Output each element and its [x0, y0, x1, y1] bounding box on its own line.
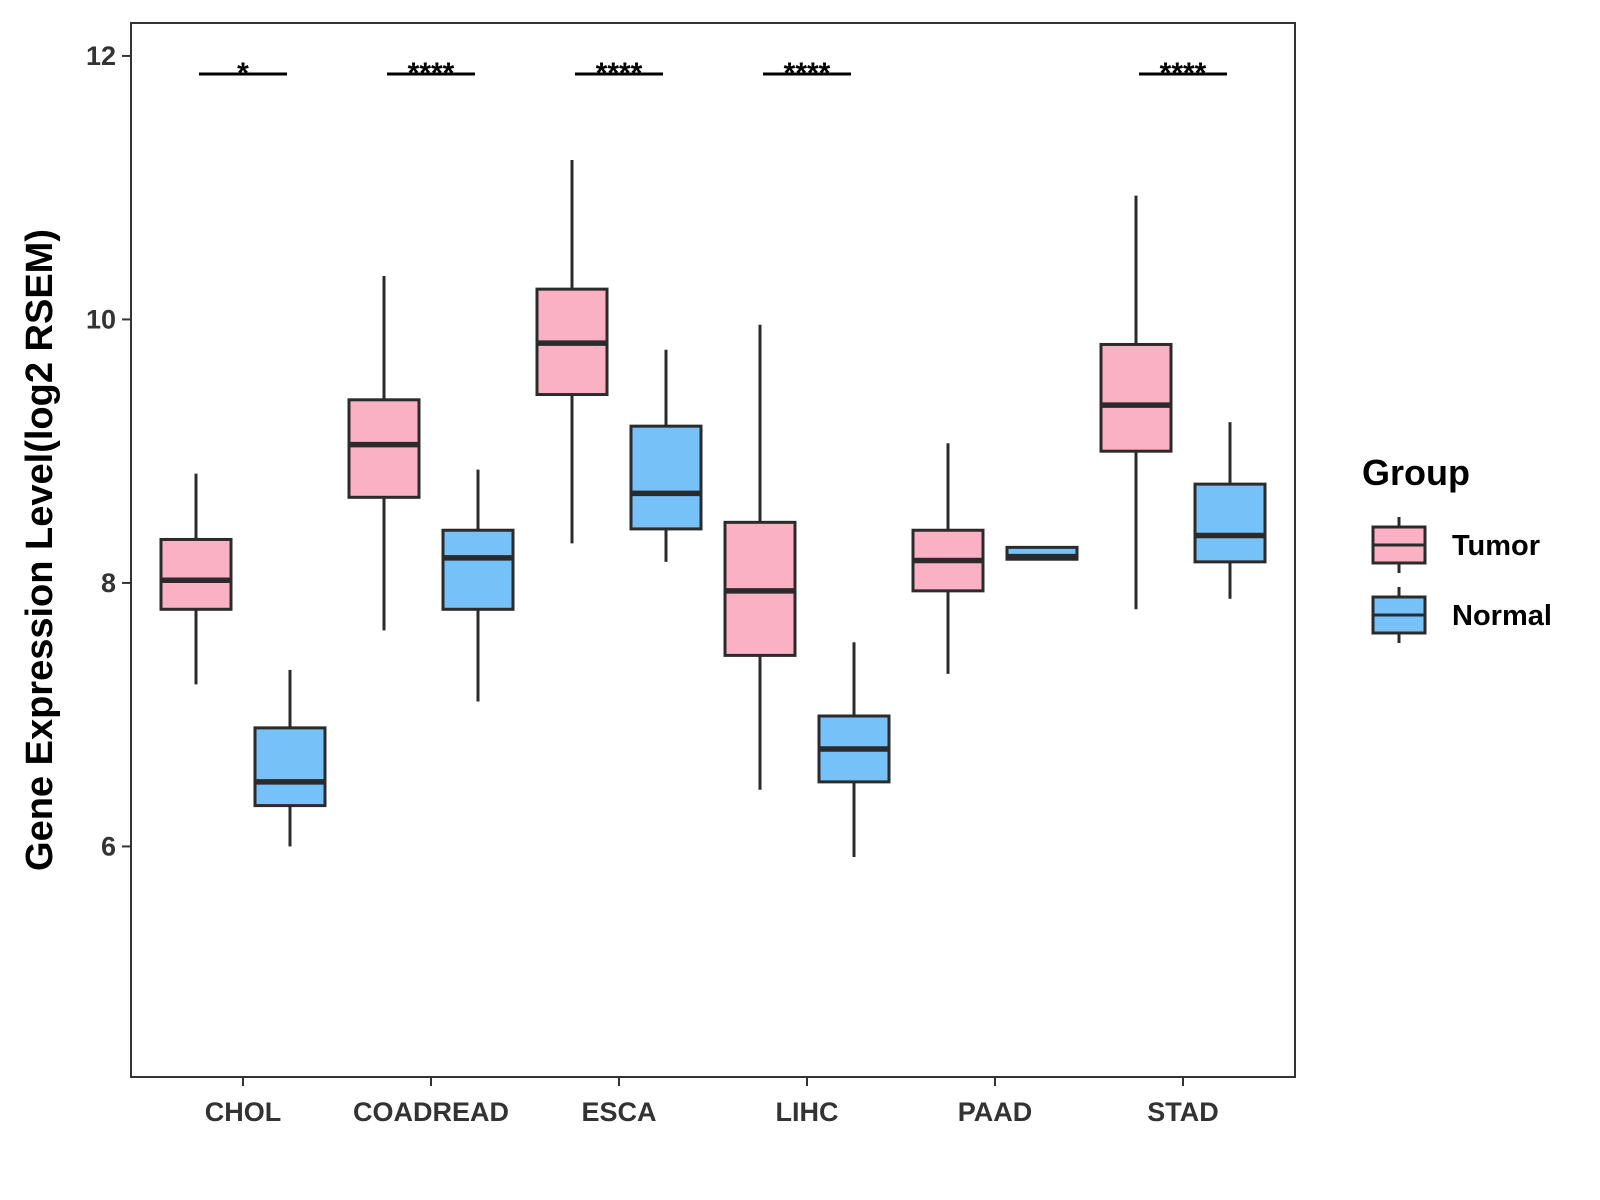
box-tumor-paad — [911, 443, 985, 674]
box-tumor-lihc — [723, 324, 797, 790]
box-normal-esca — [629, 349, 703, 562]
iqr-box — [253, 726, 327, 808]
boxes-layer — [159, 160, 1267, 857]
iqr-box — [1193, 482, 1267, 564]
significance-layer: * **** **** **** **** — [199, 57, 1227, 90]
iqr-box — [347, 398, 421, 499]
legend-key-tumor — [1371, 517, 1427, 573]
box-normal-stad — [1193, 422, 1267, 599]
iqr-box — [159, 537, 233, 611]
y-tick-label: 12 — [86, 41, 116, 71]
x-tick-label: PAAD — [958, 1097, 1033, 1127]
iqr-box — [629, 424, 703, 531]
box-normal-lihc — [817, 642, 891, 857]
box-tumor-stad — [1099, 195, 1173, 610]
legend-label-normal: Normal — [1452, 600, 1552, 632]
box-normal-coadread — [441, 469, 515, 702]
y-axis: 6 8 10 12 — [86, 41, 131, 861]
x-tick-label: COADREAD — [353, 1097, 509, 1127]
significance-label: **** — [1160, 57, 1207, 90]
plot-panel — [130, 22, 1296, 1078]
y-tick-label: 8 — [101, 568, 116, 598]
significance-label: **** — [408, 57, 455, 90]
legend: Group Tumor Normal — [1362, 452, 1552, 643]
y-axis-title: Gene Expression Level(log2 RSEM) — [19, 229, 61, 871]
y-tick-label: 6 — [101, 831, 116, 861]
significance-label: * — [237, 57, 249, 90]
x-tick-label: ESCA — [581, 1097, 656, 1127]
x-tick-label: CHOL — [205, 1097, 282, 1127]
significance-label: **** — [596, 57, 643, 90]
legend-title: Group — [1362, 452, 1470, 493]
x-tick-label: LIHC — [776, 1097, 839, 1127]
box-tumor-chol — [159, 473, 233, 685]
box-normal-chol — [253, 669, 327, 847]
iqr-box — [1099, 342, 1173, 453]
significance-label: **** — [784, 57, 831, 90]
y-tick-label: 10 — [86, 304, 116, 334]
box-normal-paad — [1005, 545, 1079, 561]
x-tick-label: STAD — [1147, 1097, 1219, 1127]
legend-key-normal — [1371, 587, 1427, 643]
x-axis: CHOL COADREAD ESCA LIHC PAAD STAD — [205, 1077, 1219, 1127]
legend-label-tumor: Tumor — [1452, 530, 1540, 562]
iqr-box — [441, 528, 515, 611]
box-tumor-coadread — [347, 275, 421, 631]
box-tumor-esca — [535, 160, 609, 544]
